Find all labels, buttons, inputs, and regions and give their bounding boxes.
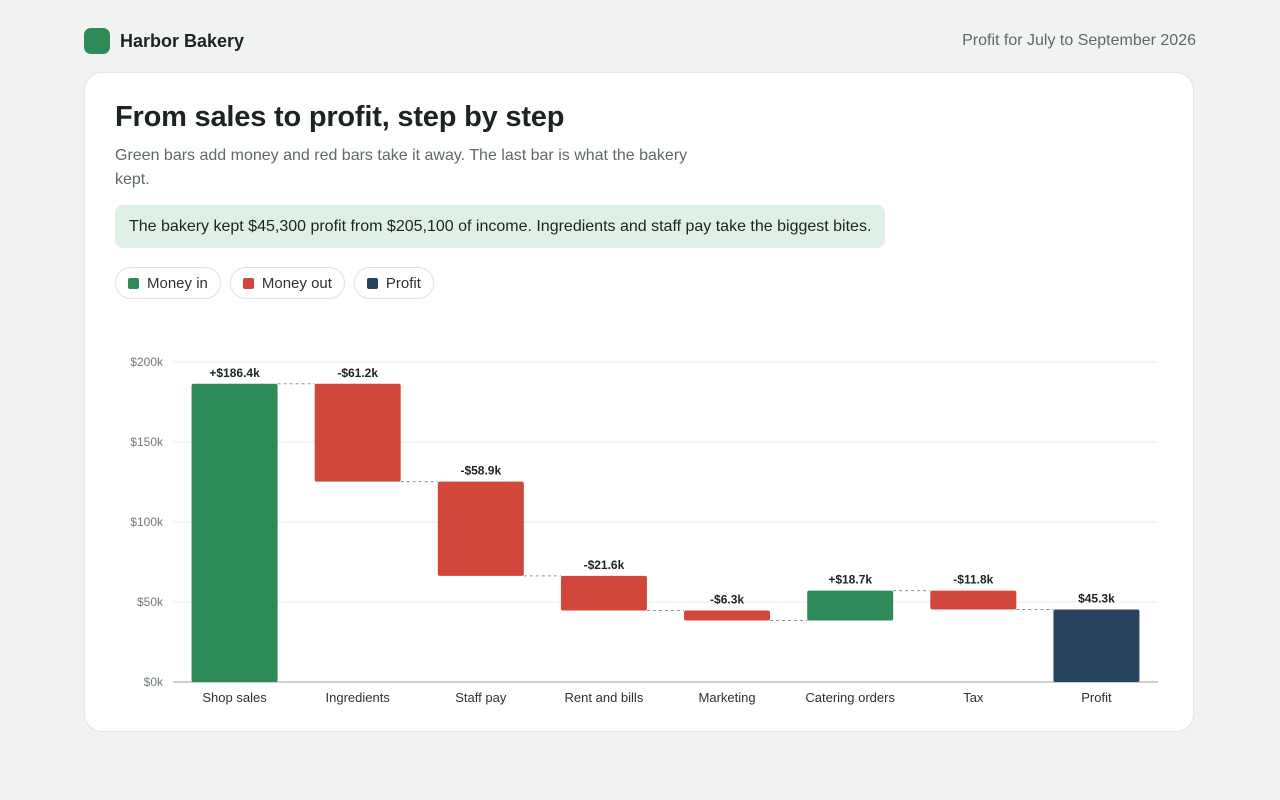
value-label: +$18.7k xyxy=(828,573,872,587)
legend-swatch-profit xyxy=(366,277,378,289)
summary-callout: The bakery kept $45,300 profit from $205… xyxy=(115,205,886,248)
legend-item-money-out: Money out xyxy=(229,267,345,299)
value-label: -$11.8k xyxy=(953,573,993,587)
chart-subtitle: Green bars add money and red bars take i… xyxy=(115,147,688,188)
value-label: $45.3k xyxy=(1078,592,1115,606)
x-category-label: Marketing xyxy=(699,690,756,705)
y-tick-label: $200k xyxy=(130,355,164,369)
chart-title: From sales to profit, step by step xyxy=(115,101,565,133)
brand-name: Harbor Bakery xyxy=(120,30,245,51)
x-category-label: Catering orders xyxy=(805,690,895,705)
x-category-label: Profit xyxy=(1081,690,1112,705)
bar-ingredients xyxy=(314,383,401,482)
x-category-label: Tax xyxy=(963,690,984,705)
x-category-label: Shop sales xyxy=(202,690,267,705)
legend-item-money-in: Money in xyxy=(115,267,221,299)
y-tick-label: $0k xyxy=(144,675,164,689)
value-label: -$6.3k xyxy=(710,592,744,606)
bar-staff-pay xyxy=(437,481,524,576)
bar-catering-orders xyxy=(807,590,894,621)
value-label: -$58.9k xyxy=(460,464,501,478)
period-label: Profit for July to September 2026 xyxy=(962,32,1196,49)
legend: Money in Money out Profit xyxy=(115,267,434,299)
legend-label-money-out: Money out xyxy=(261,274,332,292)
bar-shop-sales xyxy=(191,383,278,682)
brand-logo-icon xyxy=(84,28,110,54)
brand: Harbor Bakery xyxy=(84,28,244,54)
legend-item-profit: Profit xyxy=(353,267,434,299)
chart-card: From sales to profit, step by step Green… xyxy=(84,72,1194,732)
x-category-label: Ingredients xyxy=(326,690,391,705)
bar-rent-and-bills xyxy=(560,575,647,611)
top-bar: Harbor Bakery Profit for July to Septemb… xyxy=(84,28,1196,54)
y-tick-label: $150k xyxy=(130,435,164,449)
bar-profit xyxy=(1053,609,1140,682)
value-label: -$61.2k xyxy=(337,366,378,380)
legend-swatch-money-out xyxy=(242,277,254,289)
bar-marketing xyxy=(684,610,771,621)
waterfall-chart: $0k $50k $100k $150k $200k +$186.4k Shop sale… xyxy=(130,355,1158,705)
y-tick-label: $50k xyxy=(137,595,164,609)
x-category-label: Staff pay xyxy=(455,690,507,705)
legend-swatch-money-in xyxy=(128,277,139,289)
bar-tax xyxy=(930,590,1017,610)
summary-callout-text: The bakery kept $45,300 profit from $205… xyxy=(129,217,872,235)
value-label: -$21.6k xyxy=(584,558,625,572)
legend-label-profit: Profit xyxy=(385,274,421,292)
x-category-label: Rent and bills xyxy=(565,690,644,705)
legend-label-money-in: Money in xyxy=(147,274,208,292)
value-label: +$186.4k xyxy=(209,366,260,380)
y-tick-label: $100k xyxy=(130,515,164,529)
